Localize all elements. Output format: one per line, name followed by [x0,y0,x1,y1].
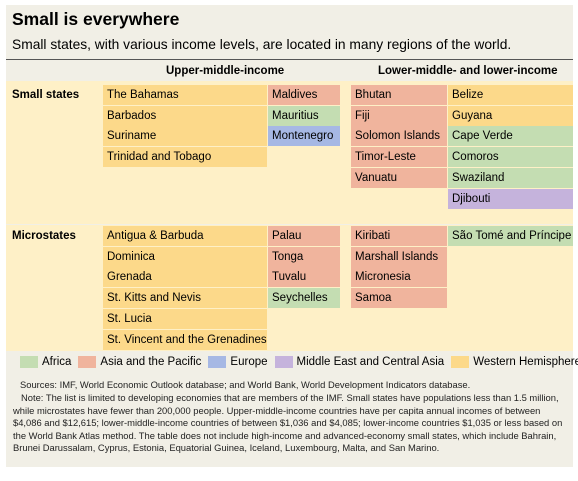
country-cell: Tuvalu [268,267,340,288]
row-label-small-states: Small states [12,89,80,101]
microstates-band [6,225,573,351]
country-cell: St. Kitts and Nevis [103,288,267,309]
legend: Africa Asia and the Pacific Europe Middle E… [20,356,578,371]
legend-swatch [274,356,293,368]
legend-item: Western Hemisphere [451,356,578,368]
country-cell: Swaziland [448,167,573,188]
note-text: Note: The list is limited to developing … [13,392,563,454]
country-cell: Palau [268,226,340,246]
country-cell: Mauritius [268,105,340,126]
legend-swatch [20,356,38,368]
country-cell: Djibouti [448,188,573,209]
country-cell: Maldives [268,85,340,105]
country-cell: Bhutan [351,85,447,105]
country-cell: Micronesia [351,267,447,288]
figure-panel: Small is everywhere Small states, with v… [6,5,578,467]
column-header-lower-income: Lower-middle- and lower-income [378,65,558,77]
legend-item: Asia and the Pacific [78,356,201,368]
column-header-upper-middle-income: Upper-middle-income [166,65,285,77]
country-cell: Dominica [103,246,267,267]
country-cell: Timor-Leste [351,147,447,168]
country-cell: Belize [448,85,573,105]
country-cell: São Tomé and Príncipe [448,226,573,246]
legend-item: Europe [208,356,268,368]
country-cell: St. Vincent and the Grenadines [103,329,267,350]
country-cell: Cape Verde [448,126,573,147]
country-cell: Marshall Islands [351,246,447,267]
country-cell: Samoa [351,288,447,309]
country-cell: Fiji [351,105,447,126]
country-cell: Montenegro [268,126,340,147]
country-cell: Comoros [448,147,573,168]
legend-label: Asia and the Pacific [100,356,202,368]
country-cell: Kiribati [351,226,447,246]
country-cell: Guyana [448,105,573,126]
sources-text: Sources: IMF, World Economic Outlook dat… [20,379,471,390]
title-rule [6,59,573,60]
country-cell: Barbados [103,105,267,126]
country-cell: Seychelles [268,288,340,309]
legend-swatch [78,356,97,368]
country-cell: Solomon Islands [351,126,447,147]
legend-swatch [451,356,470,368]
row-label-microstates: Microstates [12,230,76,242]
figure-subtitle: Small states, with various income levels… [12,37,512,52]
legend-label: Europe [230,356,268,368]
country-cell: St. Lucia [103,308,267,329]
legend-item: Middle East and Central Asia [274,356,445,368]
country-cell: Tonga [268,246,340,267]
legend-label: Africa [42,356,72,368]
country-cell: Antigua & Barbuda [103,226,267,246]
country-cell: The Bahamas [103,85,267,105]
legend-label: Middle East and Central Asia [296,356,445,368]
legend-swatch [208,356,227,368]
country-cell: Suriname [103,126,267,147]
legend-item: Africa [20,356,71,368]
figure-title: Small is everywhere [12,9,180,29]
country-cell: Vanuatu [351,167,447,188]
country-cell: Grenada [103,267,267,288]
country-cell: Trinidad and Tobago [103,147,267,168]
legend-label: Western Hemisphere [473,356,578,368]
